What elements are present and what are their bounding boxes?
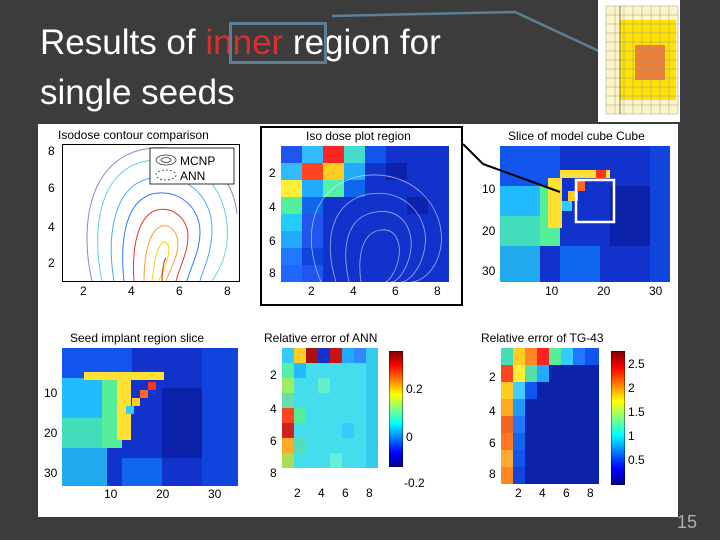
model-cube-title: Slice of model cube Cube [508, 129, 645, 143]
iso-dose-ytick: 6 [269, 234, 276, 248]
results-figure: Isodose contour comparison MCNP ANN 8 6 … [38, 124, 678, 517]
isodose-xtick: 6 [176, 284, 183, 298]
rel-err-ann-xtick: 2 [294, 486, 301, 500]
rel-err-ann-heatmap [282, 348, 378, 468]
rel-err-tg43-heatmap [501, 348, 599, 484]
iso-dose-xtick: 8 [434, 284, 441, 298]
iso-dose-title: Iso dose plot region [306, 129, 411, 143]
seed-implant-ytick: 20 [44, 426, 58, 440]
iso-dose-xtick: 2 [308, 284, 315, 298]
isodose-contour-plot: MCNP ANN [62, 144, 240, 282]
model-cube-zoom-box [574, 178, 616, 224]
seed-implant-title: Seed implant region slice [70, 331, 205, 345]
rel-err-tg43-xtick: 4 [539, 486, 546, 500]
rel-err-ann-ytick: 2 [270, 368, 277, 382]
rel-err-ann-title: Relative error of ANN [264, 331, 378, 345]
legend-mcnp: MCNP [180, 154, 215, 168]
slide-title: Results of inner region for single seeds [40, 18, 600, 118]
inner-region [635, 45, 665, 80]
isodose-xtick: 2 [80, 284, 87, 298]
iso-dose-heatmap [281, 146, 449, 282]
rel-err-ann-ytick: 8 [270, 466, 277, 480]
iso-dose-ytick: 2 [269, 166, 276, 180]
isodose-xtick: 8 [224, 284, 231, 298]
grid-inset-figure [598, 0, 680, 122]
title-line-2: single seeds [40, 73, 235, 112]
rel-err-ann-cbar-tick: 0.2 [406, 382, 423, 396]
seed-implant-xtick: 10 [104, 487, 118, 501]
rel-err-tg43-cbar-tick: 1.5 [628, 405, 645, 419]
rel-err-ann-xtick: 8 [366, 486, 373, 500]
seed-implant-xtick: 30 [208, 487, 222, 501]
rel-err-ann-ytick: 6 [270, 434, 277, 448]
rel-err-ann-ytick: 4 [270, 402, 277, 416]
rel-err-tg43-colorbar [611, 351, 625, 485]
rel-err-tg43-xtick: 2 [515, 486, 522, 500]
title-highlight-box [229, 22, 327, 64]
rel-err-ann-colorbar [389, 351, 403, 467]
model-cube-heatmap [500, 146, 670, 282]
isodose-ytick: 6 [48, 181, 55, 195]
model-cube-xtick: 30 [649, 284, 663, 298]
seed-implant-xtick: 20 [156, 487, 170, 501]
legend-ann: ANN [180, 169, 205, 183]
isodose-legend [149, 147, 235, 185]
inset-grid-lines [605, 5, 679, 115]
rel-err-tg43-ytick: 4 [489, 404, 496, 418]
rel-err-tg43-cbar-tick: 2 [628, 381, 635, 395]
isodose-ytick: 2 [48, 256, 55, 270]
seed-implant-ytick: 10 [44, 386, 58, 400]
rel-err-ann-cbar-tick: -0.2 [404, 476, 425, 490]
model-cube-ytick: 30 [482, 264, 496, 278]
rel-err-tg43-ytick: 6 [489, 436, 496, 450]
iso-dose-ytick: 8 [269, 266, 276, 280]
zoom-connector [462, 143, 561, 193]
grid-inset [598, 0, 680, 122]
rel-err-tg43-title: Relative error of TG-43 [481, 331, 604, 345]
seed-implant-heatmap [62, 348, 238, 486]
title-part-2: region for [283, 23, 441, 62]
model-cube-ytick: 20 [482, 224, 496, 238]
rel-err-tg43-ytick: 2 [489, 370, 496, 384]
seed-implant-ytick: 30 [44, 466, 58, 480]
rel-err-ann-xtick: 4 [318, 486, 325, 500]
isodose-title: Isodose contour comparison [58, 128, 209, 142]
title-part-1: Results of [40, 23, 206, 62]
iso-dose-frame [260, 126, 463, 306]
isodose-xtick: 4 [128, 284, 135, 298]
model-cube-xtick: 10 [545, 284, 559, 298]
rel-err-tg43-cbar-tick: 0.5 [628, 453, 645, 467]
iso-dose-xtick: 4 [350, 284, 357, 298]
isodose-ytick: 8 [48, 144, 55, 158]
rel-err-tg43-cbar-tick: 1 [628, 429, 635, 443]
page-number: 15 [677, 512, 698, 532]
rel-err-ann-cbar-tick: 0 [406, 430, 413, 444]
isodose-ytick: 4 [48, 220, 55, 234]
rel-err-tg43-ytick: 8 [489, 467, 496, 481]
title-highlight-word: inner [205, 23, 284, 62]
rel-err-tg43-cbar-tick: 2.5 [628, 357, 645, 371]
model-cube-ytick: 10 [482, 182, 496, 196]
iso-dose-xtick: 6 [392, 284, 399, 298]
iso-dose-ytick: 4 [269, 200, 276, 214]
rel-err-tg43-xtick: 6 [563, 486, 570, 500]
rel-err-ann-xtick: 6 [342, 486, 349, 500]
model-cube-xtick: 20 [597, 284, 611, 298]
rel-err-tg43-xtick: 8 [587, 486, 594, 500]
